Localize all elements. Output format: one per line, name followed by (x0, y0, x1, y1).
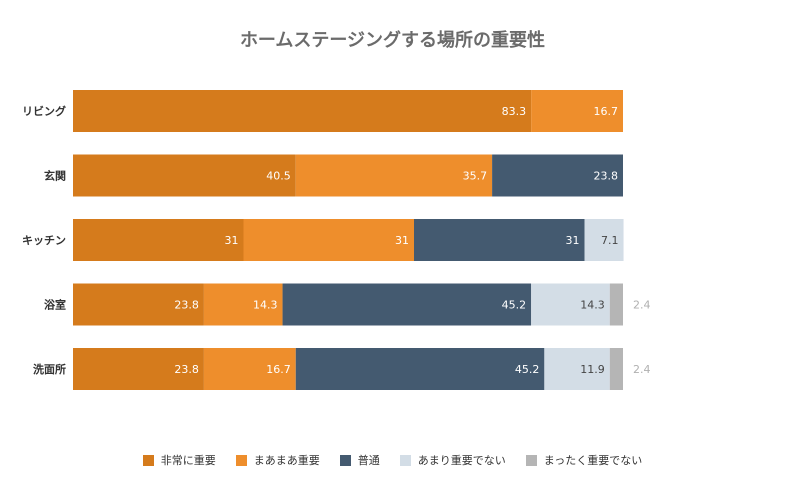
bar-segment (295, 154, 493, 197)
bar-segment (414, 219, 585, 261)
category-label: キッチン (22, 234, 66, 247)
bar-segment (295, 348, 545, 390)
data-label: 45.2 (502, 299, 527, 312)
category-label: リビング (22, 104, 66, 118)
data-label: 83.3 (502, 105, 527, 118)
data-label: 14.3 (253, 299, 278, 312)
bar-segment (73, 283, 204, 326)
data-label: 40.5 (266, 170, 291, 183)
bar-segment (584, 219, 624, 261)
bar-segment (544, 348, 610, 390)
data-label: 45.2 (515, 363, 540, 376)
bar-segment (282, 283, 532, 326)
legend-item: まったく重要でない (525, 452, 643, 468)
category-label: 浴室 (44, 298, 66, 312)
data-label: 2.4 (633, 299, 651, 312)
data-label: 23.8 (594, 170, 619, 183)
bar-segment (531, 283, 610, 326)
bar-segment (492, 154, 623, 197)
data-label: 35.7 (463, 170, 488, 183)
data-label: 31 (395, 234, 409, 247)
data-label: 23.8 (174, 363, 199, 376)
legend-label: まったく重要でない (543, 454, 643, 467)
legend-label: あまり重要でない (417, 454, 506, 467)
legend-item: 普通 (339, 452, 380, 468)
legend-label: 普通 (357, 454, 380, 467)
data-label: 16.7 (266, 363, 291, 376)
bar-segment (73, 90, 532, 132)
data-label: 14.3 (580, 299, 605, 312)
bar-segment (531, 90, 623, 132)
legend-item: まあまあ重要 (235, 452, 320, 468)
legend-swatch (339, 454, 351, 466)
bar-segment (73, 348, 204, 390)
data-label: 31 (225, 234, 239, 247)
bar-segment (609, 283, 623, 326)
legend-swatch (142, 454, 154, 466)
chart-title: ホームステージングする場所の重要性 (239, 30, 546, 51)
legend-swatch (525, 454, 537, 466)
bar-segment (243, 219, 414, 261)
bar-segment (203, 283, 283, 326)
data-label: 11.9 (580, 363, 605, 376)
bar-segment (73, 219, 244, 261)
bar-segment (73, 154, 296, 197)
legend-label: 非常に重要 (160, 454, 216, 467)
bar-segment (203, 348, 296, 390)
data-label: 16.7 (594, 105, 619, 118)
legend-item: あまり重要でない (399, 452, 506, 468)
data-label: 31 (566, 234, 580, 247)
legend: 非常に重要 まあまあ重要 普通 あまり重要でない まったく重要でない (0, 452, 785, 468)
category-label: 玄関 (44, 169, 66, 183)
bar-segment (609, 348, 623, 390)
data-label: 23.8 (174, 299, 199, 312)
legend-label: まあまあ重要 (253, 454, 320, 467)
data-label: 7.1 (601, 234, 619, 247)
data-label: 2.4 (633, 363, 651, 376)
legend-swatch (235, 454, 247, 466)
category-label: 洗面所 (33, 362, 66, 376)
legend-swatch (399, 454, 411, 466)
legend-item: 非常に重要 (142, 452, 216, 468)
